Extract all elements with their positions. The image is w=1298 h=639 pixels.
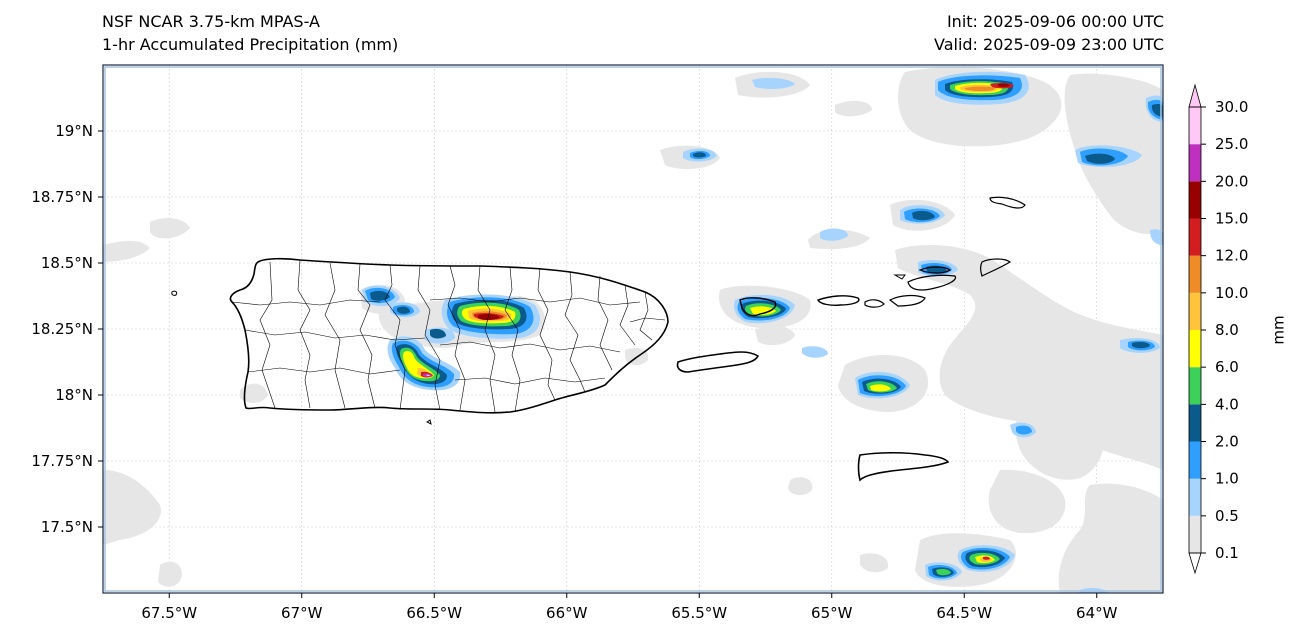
map-inner-frame: [104, 66, 1162, 592]
lon-tick-label: 64.5°W: [936, 604, 992, 622]
colorbar-swatch: [1189, 107, 1201, 145]
colorbar-tick-label: 1.0: [1215, 470, 1239, 488]
lon-tick-label: 66°W: [546, 604, 588, 622]
colorbar-tick-label: 15.0: [1215, 210, 1248, 228]
vieques-coastline: [676, 351, 760, 373]
colorbar-tick-label: 0.1: [1215, 544, 1239, 562]
colorbar-extend-min: [1188, 552, 1202, 575]
lon-tick-label: 66.5°W: [406, 604, 462, 622]
colorbar-swatch: [1189, 255, 1201, 293]
colorbar-swatch: [1189, 441, 1201, 479]
lon-tick-label: 65.5°W: [671, 604, 727, 622]
colorbar-swatch: [1189, 144, 1201, 182]
init-time: Init: 2025-09-06 00:00 UTC: [946, 12, 1164, 31]
virgin-gorda-coastline: [907, 274, 957, 291]
colorbar-tick-label: 12.0: [1215, 247, 1248, 265]
colorbar-swatch: [1189, 367, 1201, 405]
lat-tick-label: 18°N: [55, 386, 93, 404]
colorbar-swatch: [1189, 218, 1201, 256]
colorbar-tick-label: 10.0: [1215, 284, 1248, 302]
mona-island: [171, 290, 178, 296]
lat-tick-label: 18.25°N: [31, 320, 93, 338]
model-title: NSF NCAR 3.75-km MPAS-A: [102, 12, 320, 31]
colorbar-tick-label: 0.5: [1215, 507, 1239, 525]
colorbar-swatch: [1189, 181, 1201, 219]
colorbar-tick-label: 20.0: [1215, 172, 1248, 190]
colorbar-unit-label: mm: [1270, 315, 1288, 344]
colorbar: 0.1 0.5 1.0 2.0 4.0 6.0 8.0 10.0 12.0 15.0 20.0 25.…: [1188, 83, 1248, 575]
puerto-rico-coastline: [229, 257, 669, 414]
colorbar-tick-label: 30.0: [1215, 98, 1248, 116]
tortola-coastline: [888, 294, 926, 307]
small-bvi-islet: [979, 258, 1012, 277]
lat-tick-label: 18.5°N: [41, 254, 93, 272]
municipality-borders: [231, 259, 666, 413]
lon-tick-label: 65°W: [811, 604, 853, 622]
lat-tick-label: 19°N: [55, 122, 93, 140]
colorbar-tick-label: 6.0: [1215, 358, 1239, 376]
colorbar-swatch: [1189, 404, 1201, 442]
lon-tick-label: 67°W: [281, 604, 323, 622]
st-croix-coastline: [857, 451, 950, 482]
lat-tick-label: 17.75°N: [31, 452, 93, 470]
small-islet-east: [893, 274, 906, 280]
latitude-axis: 19°N 18.75°N 18.5°N 18.25°N 18°N 17.75°N 17.5°…: [31, 122, 103, 536]
caja-de-muertos: [426, 419, 432, 425]
colorbar-tick-label: 4.0: [1215, 395, 1239, 413]
colorbar-swatch: [1189, 292, 1201, 330]
lon-tick-label: 64°W: [1076, 604, 1118, 622]
longitude-axis: 67.5°W 67°W 66.5°W 66°W 65.5°W 65°W 64.5°W 64°W: [141, 593, 1118, 622]
field-title: 1-hr Accumulated Precipitation (mm): [102, 35, 399, 54]
lat-tick-label: 18.75°N: [31, 188, 93, 206]
colorbar-swatch: [1189, 330, 1201, 368]
colorbar-swatch: [1189, 515, 1201, 553]
lat-tick-label: 17.5°N: [41, 518, 93, 536]
st-thomas-coastline: [817, 295, 860, 306]
culebra-coastline: [739, 297, 777, 317]
colorbar-swatch: [1189, 478, 1201, 516]
st-john-coastline: [864, 299, 885, 308]
anegada-coastline: [918, 266, 952, 274]
lon-tick-label: 67.5°W: [141, 604, 197, 622]
colorbar-tick-label: 2.0: [1215, 433, 1239, 451]
colorbar-tick-label: 25.0: [1215, 135, 1248, 153]
colorbar-tick-label: 8.0: [1215, 321, 1239, 339]
precip-25.0-areas: [426, 374, 430, 376]
sint-maarten-area: [989, 196, 1026, 209]
valid-time: Valid: 2025-09-09 23:00 UTC: [933, 35, 1164, 54]
precip-15.0-areas: [477, 83, 1010, 320]
colorbar-extend-max: [1188, 83, 1202, 108]
